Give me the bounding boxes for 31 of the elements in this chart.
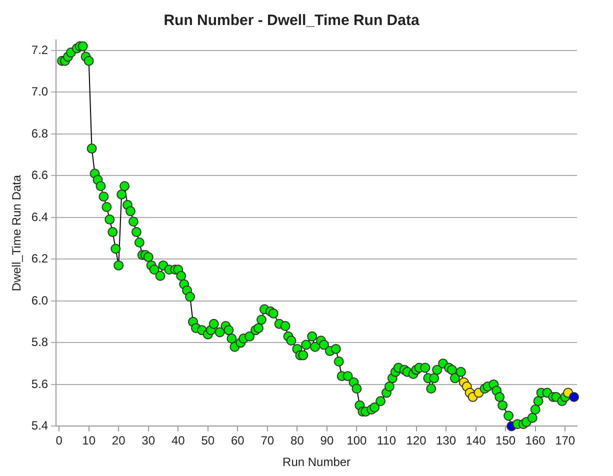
x-tick-label: 150 xyxy=(496,434,516,448)
x-tick-label: 140 xyxy=(466,434,486,448)
y-tick-label: 5.6 xyxy=(31,376,48,391)
x-tick-label: 120 xyxy=(406,434,427,448)
x-tick-label: 160 xyxy=(525,434,546,448)
y-tick-label: 6.2 xyxy=(31,252,48,266)
x-tick-label: 60 xyxy=(230,434,245,448)
y-tick-label: 7.2 xyxy=(31,42,48,57)
x-tick-label: 130 xyxy=(436,434,456,448)
y-tick-label: 7.0 xyxy=(31,84,48,98)
x-tick-label: 50 xyxy=(201,434,215,448)
x-axis-title: Run Number xyxy=(282,455,351,470)
x-tick-label: 10 xyxy=(82,434,96,448)
y-tick-label: 5.4 xyxy=(31,418,48,433)
x-tick-label: 110 xyxy=(376,434,396,448)
y-tick-label: 6.8 xyxy=(31,126,48,140)
y-tick-label: 6.6 xyxy=(31,168,48,182)
y-tick-label: 6.4 xyxy=(31,210,48,224)
x-tick-label: 30 xyxy=(142,434,156,448)
chart-title: Run Number - Dwell_Time Run Data xyxy=(164,12,420,30)
x-tick-label: 20 xyxy=(112,434,126,448)
x-tick-label: 170 xyxy=(555,434,576,448)
y-tick-label: 5.8 xyxy=(31,335,48,350)
x-tick-label: 90 xyxy=(320,434,334,448)
x-tick-label: 40 xyxy=(171,434,186,448)
x-tick-label: 0 xyxy=(56,434,63,448)
x-tick-label: 100 xyxy=(346,434,368,448)
x-tick-label: 70 xyxy=(260,434,274,448)
y-axis-title: Dwell_Time Run Data xyxy=(10,174,24,292)
y-tick-label: 6.0 xyxy=(31,293,48,308)
x-tick-label: 80 xyxy=(290,434,304,448)
